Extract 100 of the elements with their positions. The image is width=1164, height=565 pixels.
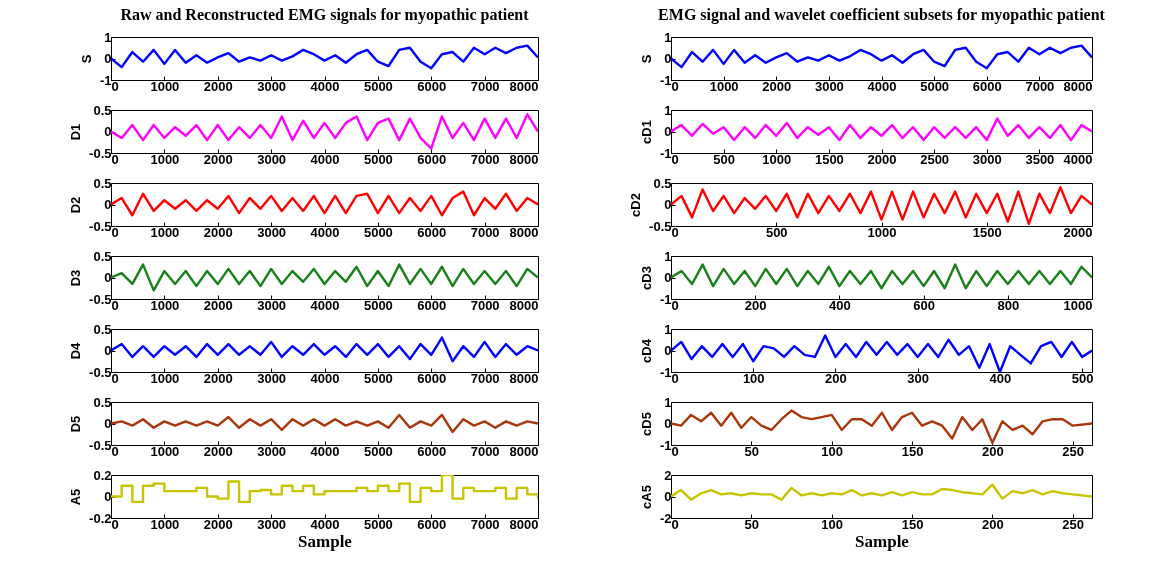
y-tick-label: 1	[664, 102, 672, 118]
x-tick-label: 7000	[470, 443, 500, 459]
x-tick-label: 100	[821, 443, 844, 459]
x-tick-label: 6000	[417, 297, 447, 313]
x-tick-label: 500	[713, 151, 735, 167]
y-axis-title: S	[78, 54, 94, 64]
x-tick-label: 2000	[762, 78, 792, 94]
line-series	[671, 117, 1092, 142]
y-tick-label: 1	[664, 29, 672, 45]
x-tick-label: 4000	[867, 78, 897, 94]
x-tick-label: 3000	[257, 516, 287, 532]
y-axis-title: D4	[68, 341, 84, 360]
x-tick-label: 50	[744, 516, 760, 532]
x-tick-label: 2000	[203, 370, 233, 386]
y-tick-label: -0.5	[89, 364, 112, 380]
line-series	[671, 186, 1092, 226]
x-tick-label: 6000	[417, 370, 447, 386]
x-tick-label: 3000	[972, 151, 1002, 167]
x-tick-label: 8000	[509, 370, 539, 386]
y-tick-label: 0.5	[93, 394, 112, 410]
y-tick-label: 1	[664, 394, 672, 410]
x-tick-label: 2500	[920, 151, 950, 167]
y-tick-label: 1	[664, 321, 672, 337]
y-tick-label: 0.2	[93, 467, 112, 483]
x-tick-label: 150	[901, 516, 924, 532]
y-tick-label: 0	[104, 197, 112, 212]
x-tick-label: 100	[742, 370, 765, 386]
x-tick-label: 250	[1062, 516, 1085, 532]
y-tick-label: 0	[664, 124, 672, 139]
line-series	[111, 336, 538, 363]
x-tick-label: 2000	[203, 78, 233, 94]
y-axis-title: A5	[68, 488, 84, 506]
y-axis-title: cA5	[638, 485, 654, 509]
x-tick-label: 1000	[150, 297, 180, 313]
y-tick-label: 0	[664, 416, 672, 431]
x-tick-label: 50	[744, 443, 760, 459]
x-tick-label: 400	[829, 297, 851, 313]
x-tick-label: 7000	[470, 151, 500, 167]
x-tick-label: 1500	[972, 224, 1002, 240]
y-tick-label: 0	[664, 270, 672, 285]
y-axis-title: D1	[68, 123, 84, 141]
x-tick-label: 3000	[257, 443, 287, 459]
x-tick-label: 200	[825, 370, 847, 386]
y-tick-label: 0	[104, 489, 112, 504]
x-tick-label: 1000	[150, 443, 180, 459]
x-tick-label: 8000	[509, 516, 539, 532]
x-tick-label: 6000	[417, 151, 447, 167]
x-tick-label: 8000	[509, 297, 539, 313]
x-axis-title: Sample	[855, 531, 910, 551]
x-tick-label: 2000	[203, 443, 233, 459]
x-tick-label: 300	[907, 370, 930, 386]
x-tick-label: 5000	[363, 151, 393, 167]
x-tick-label: 500	[765, 224, 788, 240]
x-tick-label: 4000	[310, 297, 340, 313]
x-tick-label: 6000	[972, 78, 1002, 94]
x-tick-label: 2000	[203, 151, 233, 167]
y-tick-label: -0.5	[89, 291, 112, 307]
x-tick-label: 400	[989, 370, 1012, 386]
x-tick-label: 5000	[920, 78, 950, 94]
x-tick-label: 4000	[310, 370, 340, 386]
x-tick-label: 8000	[509, 224, 539, 240]
x-tick-label: 5000	[363, 516, 393, 532]
y-tick-label: 0.5	[93, 321, 112, 337]
y-tick-label: 1	[104, 29, 112, 45]
y-tick-label: 0	[664, 197, 672, 212]
y-tick-label: -2	[659, 510, 672, 526]
x-tick-label: 250	[1062, 443, 1085, 459]
x-tick-label: 3500	[1025, 151, 1055, 167]
x-tick-label: 2000	[203, 516, 233, 532]
x-tick-label: 1000	[867, 224, 897, 240]
x-tick-label: 500	[1071, 370, 1094, 386]
x-tick-label: 7000	[1025, 78, 1055, 94]
y-tick-label: 0.5	[93, 175, 112, 191]
y-tick-label: -1	[659, 364, 672, 380]
y-tick-label: -0.5	[649, 218, 672, 234]
x-tick-label: 200	[744, 297, 767, 313]
y-axis-title: S	[638, 54, 654, 64]
y-tick-label: 0	[104, 270, 112, 285]
x-tick-label: 2000	[203, 297, 233, 313]
y-tick-label: -1	[99, 72, 112, 88]
chart-title: EMG signal and wavelet coefficient subsets for myopathic patient	[658, 6, 1106, 24]
line-series	[671, 263, 1092, 290]
chart-title: Raw and Reconstructed EMG signals for myopathic patient	[120, 6, 530, 24]
y-tick-label: 0	[104, 343, 112, 358]
x-tick-label: 3000	[257, 151, 287, 167]
y-tick-label: -1	[659, 437, 672, 453]
x-tick-label: 5000	[363, 78, 393, 94]
x-tick-label: 2000	[1063, 224, 1093, 240]
y-axis-title: D2	[68, 196, 84, 214]
y-tick-label: 0.5	[653, 175, 672, 191]
x-tick-label: 3000	[257, 297, 287, 313]
x-tick-label: 5000	[363, 370, 393, 386]
x-tick-label: 600	[913, 297, 935, 313]
x-tick-label: 7000	[470, 78, 500, 94]
y-axis-title: cD5	[638, 412, 654, 436]
x-tick-label: 800	[997, 297, 1020, 313]
x-tick-label: 3000	[814, 78, 844, 94]
x-tick-label: 1000	[150, 151, 180, 167]
x-tick-label: 5000	[363, 224, 393, 240]
y-tick-label: 0	[104, 51, 112, 66]
